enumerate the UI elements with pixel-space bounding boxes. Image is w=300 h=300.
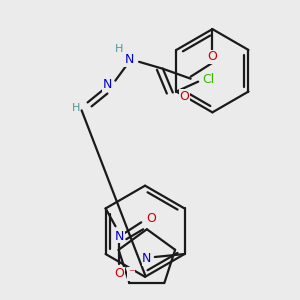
Text: O: O	[208, 50, 218, 63]
Text: ⁻: ⁻	[128, 267, 135, 280]
Text: O: O	[180, 90, 190, 103]
Text: H: H	[71, 103, 80, 113]
Text: O: O	[146, 212, 156, 225]
Text: O: O	[115, 267, 124, 280]
Text: N: N	[142, 253, 152, 266]
Text: H: H	[115, 44, 124, 54]
Text: N: N	[115, 230, 124, 243]
Text: Cl: Cl	[202, 73, 214, 86]
Text: N: N	[124, 53, 134, 66]
Text: N: N	[103, 78, 112, 91]
